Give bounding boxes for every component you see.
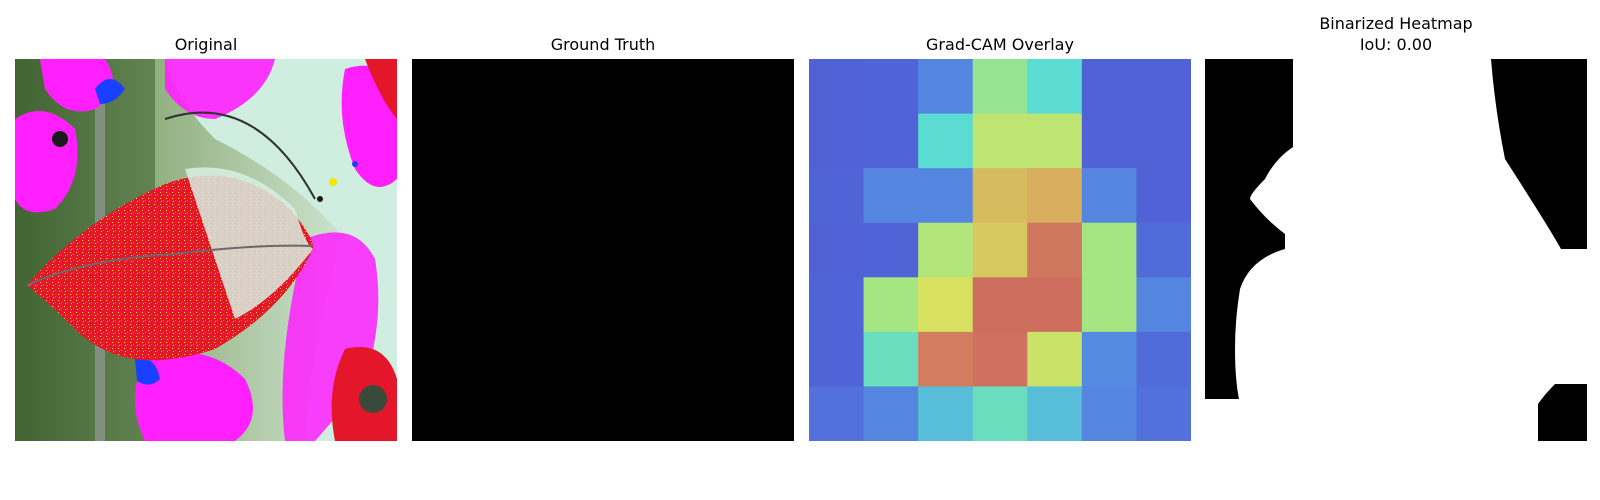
panel-binarized-heatmap: Binarized Heatmap IoU: 0.00 [1205,0,1587,500]
heatmap-cell [863,277,919,333]
heatmap-cell [863,222,919,278]
heatmap-cell [863,168,919,224]
heatmap-cell [1027,222,1083,278]
panel-title-ground-truth: Ground Truth [550,35,656,54]
heatmap-cell [918,386,974,441]
heatmap-cell [1136,222,1191,278]
heatmap-cell [863,59,919,115]
panel-gradcam-overlay: Grad-CAM Overlay [809,0,1191,500]
heatmap-cell [918,277,974,333]
panel-title-gradcam: Grad-CAM Overlay [926,35,1074,54]
heatmap-cell [809,222,865,278]
heatmap-cell [1136,386,1191,441]
heatmap-cell [972,386,1028,441]
heatmap-cell [809,277,865,333]
original-image [15,59,397,441]
binarized-background-right [1491,59,1587,249]
heatmap-cell [1027,113,1083,169]
heatmap-cell [972,277,1028,333]
heatmap-cell [1081,168,1137,224]
heatmap-cell [1136,277,1191,333]
heatmap-cell [809,331,865,387]
heatmap-cell [918,331,974,387]
heatmap-cell [1081,277,1137,333]
gradcam-heatmap [809,59,1191,441]
heatmap-cell [1027,168,1083,224]
heatmap-cell [918,222,974,278]
heatmap-cell [1027,277,1083,333]
heatmap-cell [1081,386,1137,441]
heatmap-cell [1136,113,1191,169]
heatmap-cell [918,59,974,115]
heatmap-cell [809,59,865,115]
heatmap-cell [918,113,974,169]
heatmap-cell [1136,331,1191,387]
heatmap-cell [863,386,919,441]
heatmap-cell [1081,59,1137,115]
heatmap-cell [863,331,919,387]
heatmap-cell [972,59,1028,115]
heatmap-cell [1081,222,1137,278]
panel-title-original: Original [174,35,238,54]
heatmap-cell [1136,59,1191,115]
heatmap-cell [1081,113,1137,169]
panel-title-binarized: Binarized Heatmap IoU: 0.00 [1319,14,1473,54]
heatmap-cell [809,168,865,224]
heatmap-cell [1027,331,1083,387]
panel-ground-truth: Ground Truth [412,0,794,500]
ground-truth-mask [412,59,794,441]
panel-original: Original [15,0,397,500]
heatmap-cell [972,168,1028,224]
heatmap-cell [972,222,1028,278]
heatmap-cell [1027,59,1083,115]
heatmap-cell [809,386,865,441]
binarized-mask [1205,59,1587,441]
heatmap-cell [1027,386,1083,441]
heatmap-cell [972,113,1028,169]
heatmap-cell [1136,168,1191,224]
binarized-background-left [1205,59,1293,399]
heatmap-cell [972,331,1028,387]
heatmap-cell [918,168,974,224]
heatmap-cell [809,113,865,169]
heatmap-cell [863,113,919,169]
heatmap-cell [1081,331,1137,387]
binarized-background-bottom-right [1538,384,1587,441]
